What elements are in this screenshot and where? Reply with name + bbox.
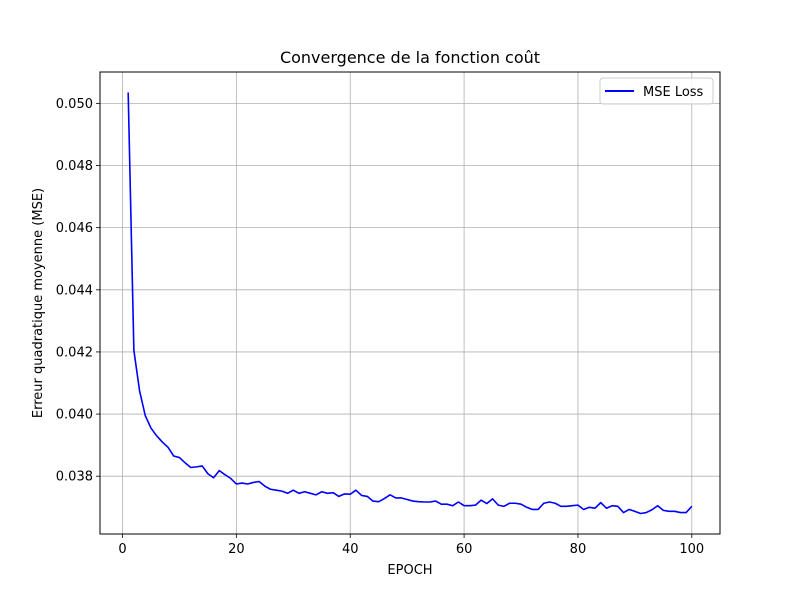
x-axis-label: EPOCH bbox=[387, 563, 432, 578]
y-axis-label: Erreur quadratique moyenne (MSE) bbox=[31, 188, 46, 418]
legend: MSE Loss bbox=[599, 77, 714, 105]
y-tick-label: 0.042 bbox=[56, 345, 93, 360]
legend-label: MSE Loss bbox=[643, 85, 704, 100]
y-tick-label: 0.050 bbox=[56, 97, 93, 112]
y-tick-label: 0.044 bbox=[56, 283, 93, 298]
grid bbox=[100, 72, 720, 534]
y-tick-label: 0.048 bbox=[56, 159, 93, 174]
y-tick-label: 0.046 bbox=[56, 221, 93, 236]
x-tick-label: 80 bbox=[570, 542, 587, 557]
y-tick-label: 0.038 bbox=[56, 470, 93, 485]
series-layer bbox=[127, 92, 693, 515]
series-line bbox=[127, 92, 693, 515]
axis-ticks: 0 20 40 60 80 100 0.038 0.040 0.042 0.044 0.046 0.0… bbox=[56, 97, 704, 557]
x-tick-label: 60 bbox=[456, 542, 473, 557]
y-tick-label: 0.040 bbox=[56, 408, 93, 423]
x-tick-label: 100 bbox=[679, 542, 704, 557]
x-tick-label: 40 bbox=[342, 542, 359, 557]
legend-box bbox=[599, 77, 714, 105]
plot-frame bbox=[99, 71, 721, 535]
chart-title: Convergence de la fonction coût bbox=[280, 48, 540, 67]
x-tick-label: 20 bbox=[228, 542, 245, 557]
x-tick-label: 0 bbox=[118, 542, 126, 557]
